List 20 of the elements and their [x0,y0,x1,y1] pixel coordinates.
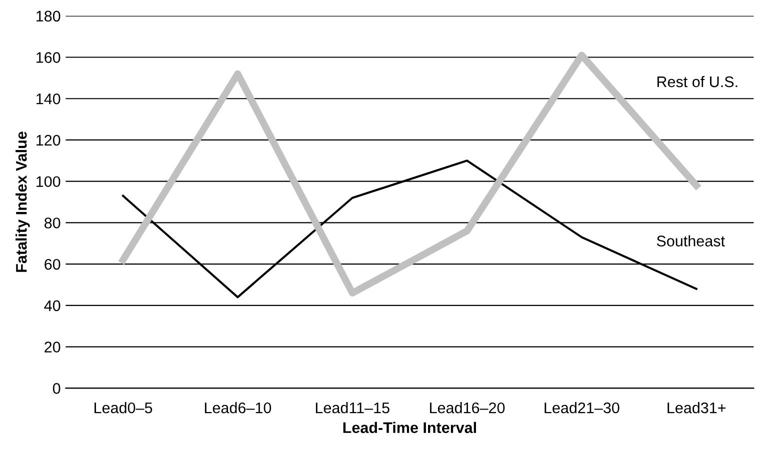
y-tick-label: 60 [44,258,60,270]
x-tick-label: Lead31+ [668,402,726,414]
x-tick-label: Lead11–15 [316,402,390,414]
y-tick-label: 80 [44,218,60,228]
text: Rest of U.S. [657,76,738,88]
x-tick-label: Lead16–20 [430,402,505,414]
x-tick-label: Lead0–5 [94,402,152,414]
y-tick-label: 180 [36,10,60,22]
x-axis-title: Lead-Time Interval [343,422,476,434]
series-label: Southeast [656,235,725,246]
x-tick-label: Lead21–30 [544,402,620,414]
y-axis-title: Fatality Index Value [16,132,30,272]
x-tick-label: Lead6–10 [204,402,272,414]
y-tick-label: 140 [36,93,60,104]
y-tick-label: 100 [36,176,60,188]
y-tick-label: 160 [36,52,60,63]
y-tick-label: 20 [44,342,60,352]
y-tick-label: 40 [44,300,60,312]
y-tick-label: 0 [52,383,60,394]
y-tick-label: 120 [36,134,60,146]
